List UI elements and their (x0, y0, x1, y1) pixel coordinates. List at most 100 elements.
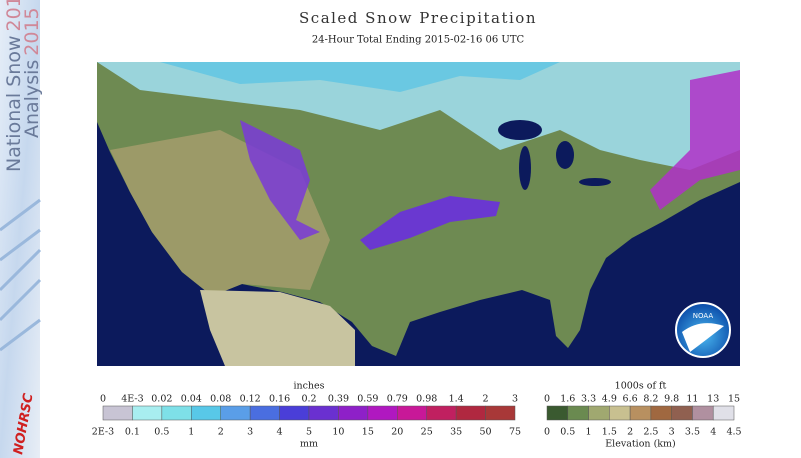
snow-midwest (360, 196, 500, 250)
legend-label: 50 (480, 427, 492, 438)
snow-north (97, 62, 740, 170)
legend-label: 5 (306, 427, 312, 438)
legend-label: 20 (391, 427, 403, 438)
legend-swatch (567, 405, 589, 421)
legend-label: 1 (188, 427, 194, 438)
legend-label: 0.12 (240, 394, 261, 405)
legend-label: 6.6 (623, 394, 638, 405)
legend-label: 11 (686, 394, 698, 405)
legend-label: 13 (707, 394, 719, 405)
legend-label: 10 (332, 427, 344, 438)
legend-label: 4E-3 (121, 394, 143, 405)
legend-unit: inches (293, 381, 324, 392)
legend-swatch (692, 405, 714, 421)
lake-superior (498, 120, 542, 140)
legend-swatch (712, 405, 735, 421)
legend-label: 2 (627, 427, 633, 438)
lake-michigan (519, 146, 531, 190)
legend-label: 0.1 (125, 427, 140, 438)
legend-swatch (191, 405, 221, 421)
legend-swatch (485, 405, 516, 421)
snow-rockies (240, 120, 320, 240)
legend-label: 4.9 (602, 394, 617, 405)
noaa-text: NOAA (693, 312, 714, 320)
banner-line1: National Snow 2014- (3, 0, 25, 172)
legend-label: 3.3 (581, 394, 596, 405)
legend-label: 0.04 (181, 394, 202, 405)
legend-label: 0.39 (328, 394, 349, 405)
legend-swatch (650, 405, 672, 421)
legend-swatch (367, 405, 398, 421)
legend-label: 0.98 (416, 394, 437, 405)
legend-label: 0.5 (560, 427, 575, 438)
legend-swatch (338, 405, 369, 421)
banner-texture (0, 198, 42, 352)
legend-swatch (426, 405, 457, 421)
legend-label: 0 (544, 427, 550, 438)
legend-label: 3 (512, 394, 518, 405)
legend-swatch (161, 405, 192, 421)
legend-label: 0.02 (151, 394, 172, 405)
legend-swatch (629, 405, 652, 421)
legend-swatch (220, 405, 251, 421)
legend-swatch (249, 405, 280, 421)
subtitle: 24-Hour Total Ending 2015-02-16 06 UTC (312, 35, 525, 46)
legend-label: 1.6 (560, 394, 575, 405)
legend-label: 1.5 (602, 427, 617, 438)
legend-label: 8.2 (643, 394, 658, 405)
banner-year2: 2015 (21, 7, 43, 55)
banner-year1: 2014- (3, 0, 25, 32)
legend-label: 3 (669, 427, 675, 438)
legend-label: 4 (710, 427, 716, 438)
legend-label: 15 (362, 427, 374, 438)
legend-label: 1.4 (449, 394, 464, 405)
legend-label: 0 (100, 394, 106, 405)
legend-swatch (588, 405, 610, 421)
legend-label: 3 (247, 427, 253, 438)
legend-swatch (455, 405, 486, 421)
legend-unit: Elevation (km) (605, 439, 676, 450)
legend-swatch (279, 405, 310, 421)
legend-label: 0.79 (387, 394, 408, 405)
legend-label: 25 (421, 427, 433, 438)
legend-label: 1 (586, 427, 592, 438)
legend-label: 15 (728, 394, 740, 405)
legend-unit: mm (300, 439, 318, 450)
legend-swatch (546, 405, 569, 421)
legend-label: 4.5 (726, 427, 741, 438)
legend-unit: 1000s of ft (615, 381, 667, 392)
legend-label: 0 (544, 394, 550, 405)
legend-label: 3.5 (685, 427, 700, 438)
mexico (200, 290, 355, 366)
lake-erie (579, 178, 611, 186)
banner-line2: Analysis 2015 (21, 7, 43, 138)
banner (0, 0, 40, 458)
noaa-bird (682, 323, 724, 352)
legend-label: 2.5 (643, 427, 658, 438)
legend-swatch (308, 405, 339, 421)
legend-label: 2 (483, 394, 489, 405)
snow-band (160, 62, 560, 92)
legend-swatch (671, 405, 693, 421)
banner-line1-text: National Snow (3, 36, 25, 172)
legend-label: 75 (509, 427, 521, 438)
legend-label: 4 (277, 427, 283, 438)
legend-label: 0.59 (357, 394, 378, 405)
banner-line2-text: Analysis (21, 60, 43, 138)
legend-label: 0.16 (269, 394, 290, 405)
legend-label: 0.08 (210, 394, 231, 405)
legend-swatch (132, 405, 163, 421)
legend-swatch (609, 405, 631, 421)
legend-swatch (102, 405, 133, 421)
lake-huron (556, 141, 574, 169)
map: NOAA (97, 62, 740, 366)
legend-label: 9.8 (664, 394, 679, 405)
legend-label: 2E-3 (92, 427, 114, 438)
legend-label: 0.2 (301, 394, 316, 405)
legend-label: 0.5 (154, 427, 169, 438)
legend-swatch (397, 405, 427, 421)
legend-label: 35 (450, 427, 462, 438)
title: Scaled Snow Precipitation (299, 9, 537, 27)
